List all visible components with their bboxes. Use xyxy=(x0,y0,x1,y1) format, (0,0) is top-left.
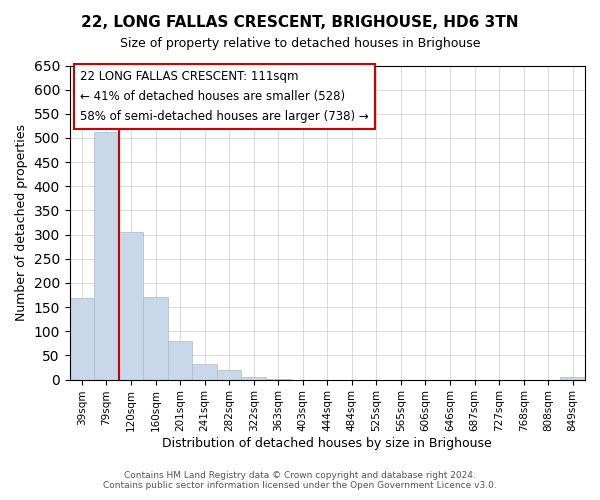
Bar xyxy=(119,232,143,380)
Text: 22, LONG FALLAS CRESCENT, BRIGHOUSE, HD6 3TN: 22, LONG FALLAS CRESCENT, BRIGHOUSE, HD6… xyxy=(81,15,519,30)
Text: 22 LONG FALLAS CRESCENT: 111sqm
← 41% of detached houses are smaller (528)
58% o: 22 LONG FALLAS CRESCENT: 111sqm ← 41% of… xyxy=(80,70,369,123)
Text: Size of property relative to detached houses in Brighouse: Size of property relative to detached ho… xyxy=(120,38,480,51)
Y-axis label: Number of detached properties: Number of detached properties xyxy=(15,124,28,321)
Bar xyxy=(168,342,193,380)
Text: Contains HM Land Registry data © Crown copyright and database right 2024.
Contai: Contains HM Land Registry data © Crown c… xyxy=(103,470,497,490)
Bar xyxy=(94,132,119,380)
Bar xyxy=(217,370,241,380)
Bar xyxy=(143,298,168,380)
Bar xyxy=(70,298,94,380)
Bar xyxy=(193,364,217,380)
Bar xyxy=(560,377,585,380)
Bar xyxy=(241,377,266,380)
X-axis label: Distribution of detached houses by size in Brighouse: Distribution of detached houses by size … xyxy=(163,437,492,450)
